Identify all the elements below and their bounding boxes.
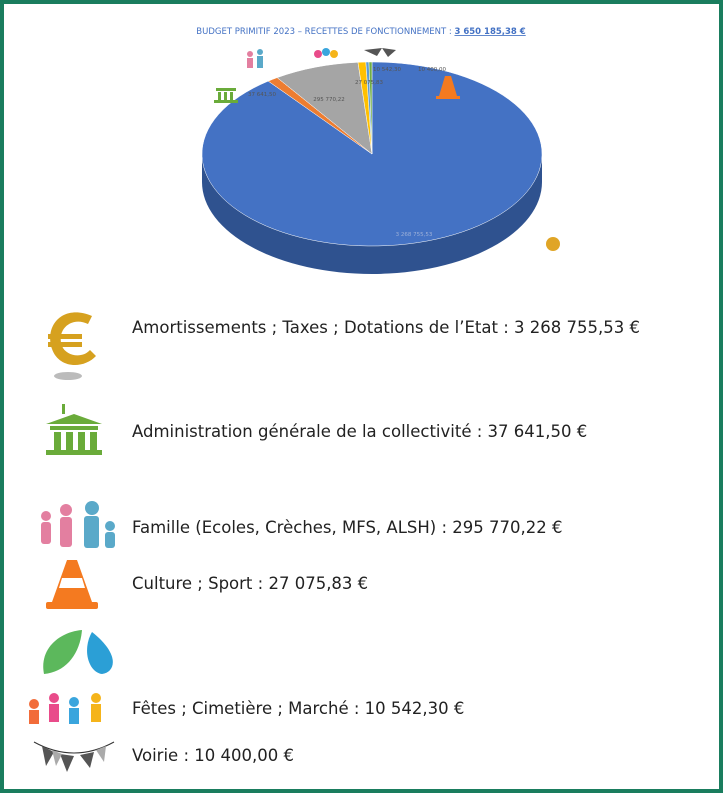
- chart-title: BUDGET PRIMITIF 2023 – RECETTES DE FONCT…: [196, 27, 526, 37]
- slice-label: 295 770,22: [313, 97, 345, 103]
- slice-label: 10 542,30: [373, 67, 401, 73]
- icon-environment: [43, 630, 113, 674]
- slice-label: 10 400,00: [418, 67, 446, 73]
- icon-cone: [436, 76, 460, 99]
- slice-label: 37 641,50: [248, 92, 276, 98]
- icon-cone: [46, 560, 98, 609]
- legend-entry: Amortissements ; Taxes ; Dotations de l’…: [132, 318, 640, 337]
- icon-culture: [314, 48, 338, 58]
- slice-label: 27 075,83: [355, 80, 383, 86]
- legend-entry: Administration générale de la collectivi…: [132, 422, 588, 441]
- icon-euro: [546, 237, 560, 251]
- icon-euro: [48, 312, 96, 380]
- icon-building: [46, 404, 102, 455]
- legend-entry: Fêtes ; Cimetière ; Marché : 10 542,30 €: [132, 699, 465, 718]
- icon-building: [214, 88, 238, 103]
- legend-entry: Voirie : 10 400,00 €: [132, 746, 294, 765]
- icon-flags: [364, 48, 396, 57]
- icon-bunting: [33, 741, 115, 772]
- pie-slice: [368, 61, 373, 155]
- icon-culture: [29, 693, 101, 724]
- legend-icons: [29, 312, 115, 772]
- title-text: BUDGET PRIMITIF 2023 – RECETTES DE FONCT…: [196, 27, 454, 37]
- legend-entry: Famille (Ecoles, Crèches, MFS, ALSH) : 2…: [132, 518, 563, 537]
- icon-family: [247, 49, 263, 68]
- chart: BUDGET PRIMITIF 2023 – RECETTES DE FONCT…: [196, 27, 560, 274]
- slice-label: 3 268 755,53: [396, 232, 433, 238]
- icon-family: [41, 501, 115, 548]
- title-total: 3 650 185,38 €: [454, 27, 525, 37]
- legend-entry: Culture ; Sport : 27 075,83 €: [132, 574, 369, 593]
